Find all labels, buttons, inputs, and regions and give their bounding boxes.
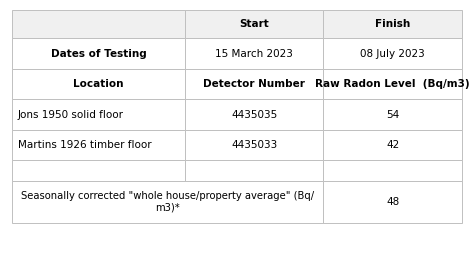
Bar [323, 39, 462, 69]
Text: Martins 1926 timber floor: Martins 1926 timber floor [18, 140, 151, 150]
Bar [323, 161, 462, 182]
Bar [323, 99, 462, 130]
Text: 48: 48 [386, 197, 400, 207]
Text: Jons 1950 solid floor: Jons 1950 solid floor [18, 110, 124, 120]
Bar [185, 39, 323, 69]
Bar [12, 10, 185, 39]
Bar [12, 161, 185, 182]
Bar [185, 99, 323, 130]
Text: Seasonally corrected "whole house/property average" (Bq/
m3)*: Seasonally corrected "whole house/proper… [21, 191, 314, 213]
Bar [12, 69, 185, 99]
Text: Raw Radon Level  (Bq/m3): Raw Radon Level (Bq/m3) [316, 79, 470, 89]
Bar [185, 69, 323, 99]
Bar [185, 10, 323, 39]
Text: Finish: Finish [375, 19, 410, 30]
Bar [12, 130, 185, 161]
Bar [323, 182, 462, 223]
Text: 15 March 2023: 15 March 2023 [215, 49, 293, 59]
Text: 4435035: 4435035 [231, 110, 277, 120]
Bar [185, 161, 323, 182]
Text: Start: Start [239, 19, 269, 30]
Text: 42: 42 [386, 140, 400, 150]
Bar [12, 99, 185, 130]
Bar [185, 130, 323, 161]
Bar [323, 69, 462, 99]
Text: Dates of Testing: Dates of Testing [51, 49, 146, 59]
Bar [323, 10, 462, 39]
Bar [12, 182, 323, 223]
Text: 4435033: 4435033 [231, 140, 277, 150]
Bar [12, 39, 185, 69]
Text: 08 July 2023: 08 July 2023 [360, 49, 425, 59]
Text: Detector Number: Detector Number [203, 79, 305, 89]
Text: 54: 54 [386, 110, 400, 120]
Text: Location: Location [73, 79, 124, 89]
Bar [323, 130, 462, 161]
